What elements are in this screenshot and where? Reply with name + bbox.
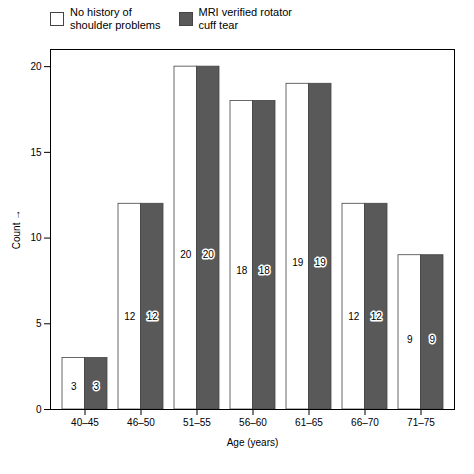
svg-text:20: 20 (180, 250, 192, 261)
svg-text:19: 19 (292, 258, 304, 269)
svg-text:Count →: Count → (11, 210, 22, 249)
svg-text:71–75: 71–75 (407, 417, 435, 428)
svg-text:9: 9 (429, 335, 435, 346)
svg-text:20: 20 (30, 61, 42, 72)
svg-text:20: 20 (203, 250, 215, 261)
svg-text:5: 5 (36, 318, 42, 329)
svg-text:10: 10 (30, 233, 42, 244)
svg-text:9: 9 (407, 335, 413, 346)
svg-text:3: 3 (71, 381, 77, 392)
svg-text:Age (years): Age (years) (227, 437, 279, 448)
svg-text:12: 12 (348, 312, 360, 323)
html-text:MRI verified rotator cuff tear: MRI verified rotator cuff tear (198, 6, 292, 32)
svg-text:15: 15 (30, 147, 42, 158)
svg-text:0: 0 (36, 404, 42, 415)
svg-text:19: 19 (315, 258, 327, 269)
svg-text:40–45: 40–45 (71, 417, 99, 428)
html-text:No history of shoulder problem: No history of shoulder problems (70, 6, 161, 32)
svg-text:3: 3 (93, 381, 99, 392)
svg-text:66–70: 66–70 (351, 417, 379, 428)
svg-text:18: 18 (259, 265, 271, 276)
svg-text:12: 12 (371, 312, 383, 323)
svg-text:46–50: 46–50 (127, 417, 155, 428)
svg-text:61–65: 61–65 (295, 417, 323, 428)
svg-text:56–60: 56–60 (239, 417, 267, 428)
svg-text:51–55: 51–55 (183, 417, 211, 428)
svg-text:18: 18 (236, 265, 248, 276)
svg-text:12: 12 (124, 312, 136, 323)
svg-text:12: 12 (147, 312, 159, 323)
